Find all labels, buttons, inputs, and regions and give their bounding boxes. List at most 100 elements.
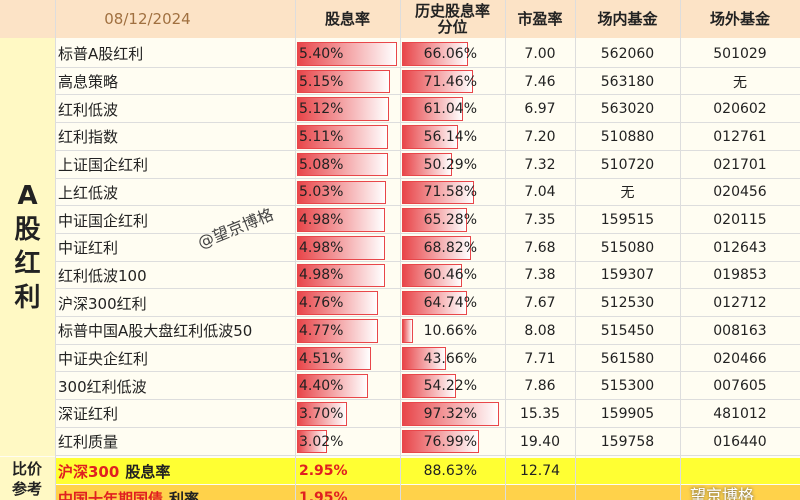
- table-cell: 标普A股红利: [58, 45, 144, 64]
- grid-line: [55, 94, 800, 96]
- table-cell: 3.02%: [299, 433, 344, 450]
- table-cell: 4.98%: [299, 212, 344, 229]
- table-cell: 563180: [600, 73, 655, 90]
- header-date: 08/12/2024: [0, 0, 295, 38]
- dividend-bar: [297, 69, 390, 94]
- table-cell: 159307: [600, 267, 655, 284]
- table-cell: 4.51%: [299, 350, 344, 367]
- table-cell: 561580: [600, 350, 655, 367]
- table-cell: 007605: [713, 378, 767, 395]
- table-cell: 红利指数: [58, 128, 119, 147]
- percentile-bar: [402, 346, 446, 371]
- percentile-bar: [402, 180, 474, 205]
- table-cell: 159515: [600, 212, 655, 229]
- reference-value: 2.95%: [299, 463, 348, 479]
- table-cell: 5.11%: [299, 128, 344, 145]
- percentile-bar: [402, 402, 500, 426]
- table-cell: 510720: [600, 156, 655, 173]
- reference-label: 比价参考: [0, 457, 55, 500]
- grid-line: [55, 343, 800, 345]
- grid-line: [55, 426, 800, 428]
- dividend-bar: [297, 263, 385, 288]
- table-cell: 7.67: [524, 295, 556, 312]
- table-cell: 红利低波: [58, 100, 119, 119]
- dividend-bar: [297, 429, 327, 454]
- table-cell: 中证央企红利: [58, 350, 149, 369]
- dividend-bar: [297, 152, 388, 177]
- percentile-bar: [402, 291, 467, 315]
- table-cell: 7.20: [524, 128, 556, 145]
- table-cell: 020466: [713, 350, 767, 367]
- sector-label: A股红利: [0, 38, 55, 456]
- table-cell: 4.77%: [299, 322, 344, 339]
- table-cell: 515300: [600, 378, 655, 395]
- reference-name: 股息率: [125, 462, 171, 481]
- table-cell: 021701: [713, 156, 767, 173]
- table-cell: 71.58%: [423, 184, 477, 201]
- reference-name-red: 沪深300: [58, 462, 120, 481]
- table-cell: 501029: [713, 45, 767, 62]
- column-line: [680, 0, 681, 500]
- table-cell: 61.04%: [423, 101, 477, 118]
- table-cell: 10.66%: [423, 322, 477, 339]
- table-cell: 标普中国A股大盘红利低波50: [58, 322, 253, 341]
- table-cell: 515080: [600, 239, 655, 256]
- table-cell: 65.28%: [423, 212, 477, 229]
- reference-value: 12.74: [519, 463, 561, 479]
- dividend-bar: [297, 235, 385, 260]
- grid-line: [55, 122, 800, 124]
- table-cell: 中证国企红利: [58, 211, 149, 230]
- percentile-bar: [402, 125, 459, 149]
- table-cell: 515450: [600, 322, 655, 339]
- table-cell: 4.98%: [299, 239, 344, 256]
- table-cell: 7.86: [524, 378, 556, 395]
- table-cell: 510880: [600, 128, 655, 145]
- table-cell: 7.71: [524, 350, 556, 367]
- reference-value: 1.95%: [299, 490, 348, 500]
- table-cell: 563020: [600, 101, 655, 118]
- reference-name-red: 中国十年期国债: [58, 489, 164, 500]
- table-cell: 68.82%: [423, 239, 477, 256]
- table-cell: 无: [733, 74, 747, 91]
- dividend-bar: [297, 346, 371, 371]
- table-cell: 6.97: [524, 101, 556, 118]
- column-line: [400, 0, 401, 500]
- table-cell: 19.40: [519, 433, 561, 450]
- header-cell: 场内基金: [575, 0, 680, 38]
- grid-line: [55, 371, 800, 373]
- reference-row-bg: [55, 485, 800, 500]
- table-cell: 43.66%: [423, 350, 477, 367]
- table-cell: 7.46: [524, 73, 556, 90]
- table-cell: 97.32%: [423, 405, 477, 422]
- table-cell: 5.08%: [299, 156, 344, 173]
- percentile-bar: [402, 429, 479, 454]
- table-cell: 7.35: [524, 212, 556, 229]
- table-cell: 562060: [600, 45, 655, 62]
- dividend-bar: [297, 291, 379, 315]
- grid-line: [55, 316, 800, 317]
- table-cell: 5.40%: [299, 45, 344, 62]
- dividend-bar: [297, 180, 387, 205]
- table-cell: 4.40%: [299, 378, 344, 395]
- watermark: 望京博格: [690, 486, 755, 500]
- table-cell: 020456: [713, 184, 767, 201]
- table-cell: 5.03%: [299, 184, 344, 201]
- table-cell: 76.99%: [423, 433, 477, 450]
- table-cell: 64.74%: [423, 295, 477, 312]
- column-line: [505, 0, 506, 500]
- grid-line: [55, 149, 800, 151]
- dividend-bar: [297, 319, 379, 343]
- table-cell: 481012: [713, 405, 767, 422]
- table-cell: 无: [620, 185, 635, 202]
- table-cell: 上红低波: [58, 183, 119, 202]
- table-cell: 019853: [713, 267, 767, 284]
- table-cell: 159905: [600, 405, 655, 422]
- dividend-bar: [297, 402, 347, 426]
- table-cell: 上证国企红利: [58, 156, 149, 175]
- table-cell: 红利质量: [58, 433, 119, 452]
- table-cell: 3.70%: [299, 405, 344, 422]
- table-cell: 54.22%: [423, 378, 477, 395]
- column-line: [55, 0, 56, 500]
- table-cell: 012643: [713, 239, 767, 256]
- header-cell: 场外基金: [680, 0, 800, 38]
